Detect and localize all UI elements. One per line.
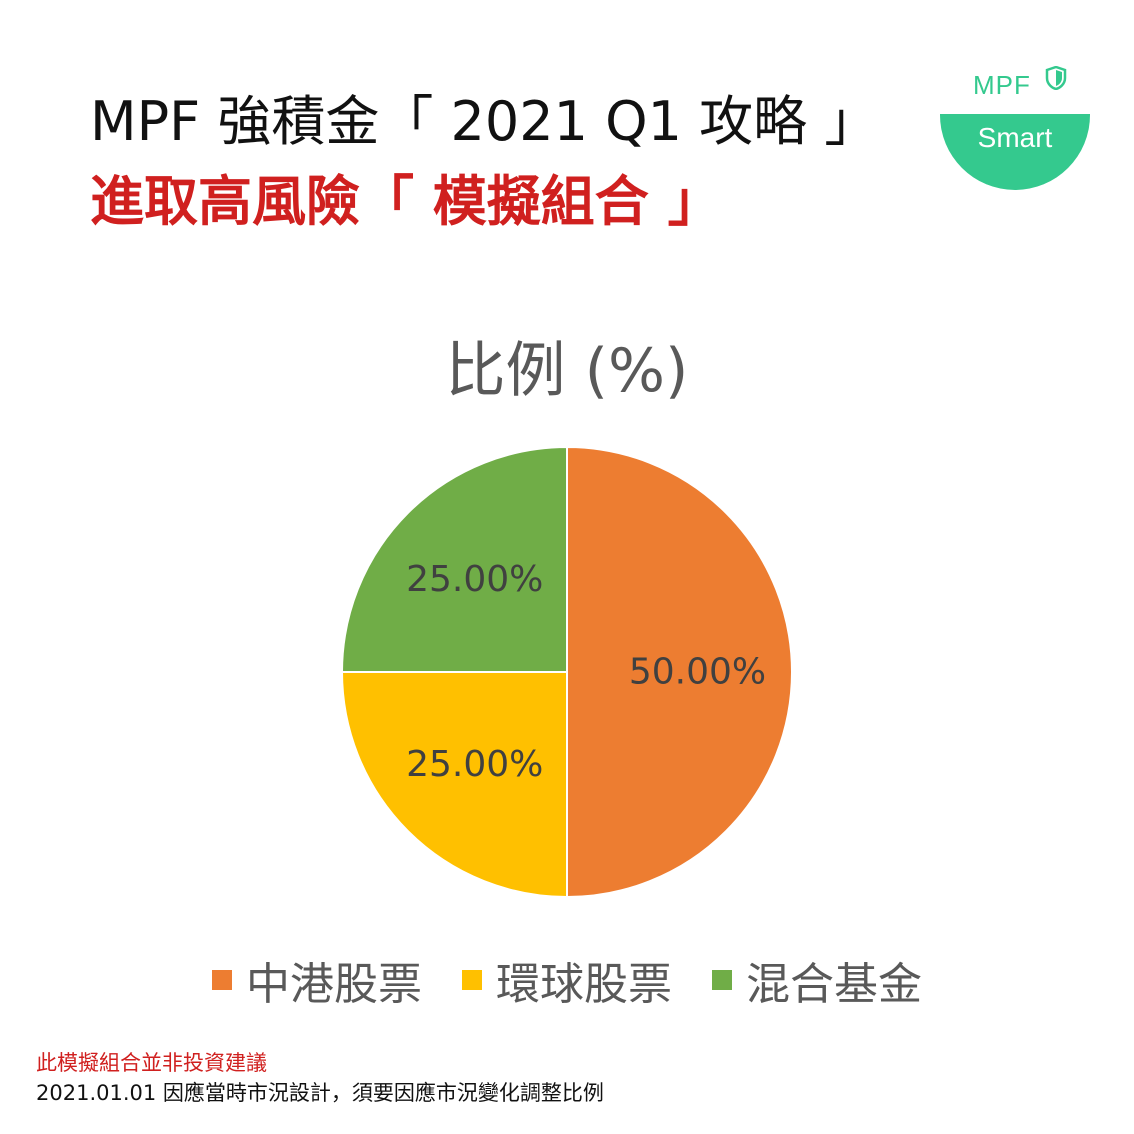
logo-mpf-text: MPF [973,70,1031,100]
legend-label: 環球股票 [496,959,672,1010]
legend-item: 中港股票 [212,948,422,1012]
page-title: MPF 強積金「 2021 Q1 攻略 」 [90,90,879,153]
mpf-smart-logo: MPF Smart [940,60,1090,190]
legend-swatch [212,970,232,990]
pie-slice [340,445,568,673]
logo-smart-text: Smart [977,122,1053,153]
legend-item: 環球股票 [462,948,672,1012]
legend-label: 中港股票 [246,959,422,1010]
legend-swatch [462,970,482,990]
chart-legend: 中港股票 環球股票 混合基金 [0,948,1134,1012]
data-label: 50.00% [629,652,766,693]
footnote-text: 2021.01.01 因應當時市況設計，須要因應市況變化調整比例 [36,1081,604,1105]
data-label: 25.00% [406,744,543,785]
pie-slice [340,671,568,899]
legend-swatch [712,970,732,990]
page-subtitle: 進取高風險「 模擬組合 」 [90,170,722,233]
legend-item: 混合基金 [712,948,922,1012]
chart-title: 比例 (%) [445,336,689,406]
disclaimer-text: 此模擬組合並非投資建議 [36,1051,267,1075]
data-label: 25.00% [406,559,543,600]
pie-slice [566,445,793,899]
legend-label: 混合基金 [746,959,922,1010]
shield-icon [1045,66,1067,90]
